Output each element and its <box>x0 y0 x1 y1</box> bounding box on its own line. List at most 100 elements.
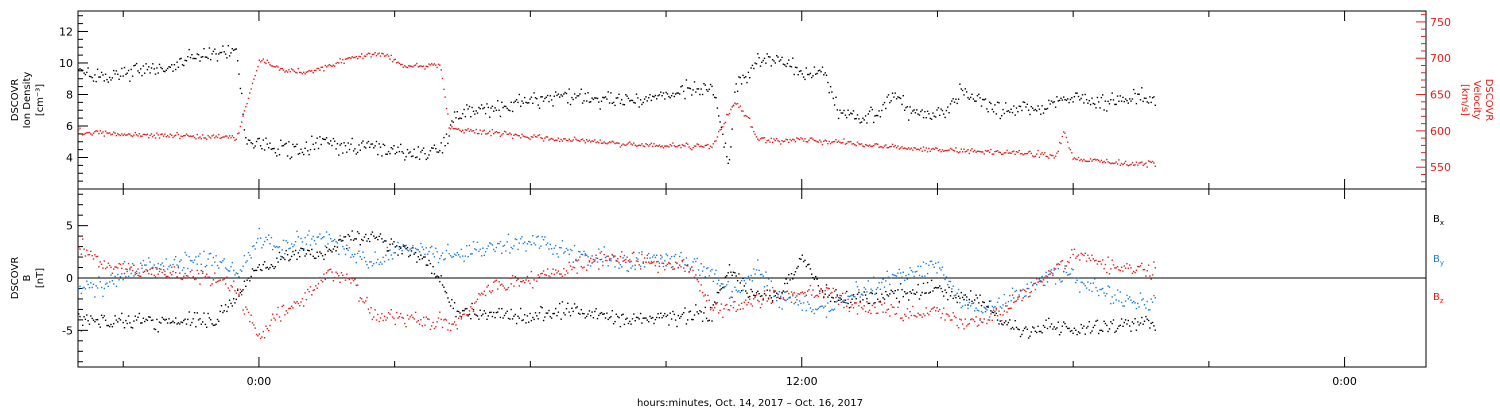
by-point <box>441 252 444 254</box>
by-point <box>910 269 913 272</box>
velocity-point <box>569 140 572 142</box>
by-point <box>135 270 138 272</box>
ion-density-point <box>604 96 607 98</box>
bz-point <box>987 319 989 321</box>
bx-point <box>520 307 522 310</box>
velocity-point <box>164 133 166 135</box>
velocity-point <box>1119 164 1121 166</box>
by-point <box>478 250 480 253</box>
by-point <box>185 254 188 256</box>
by-point <box>941 266 944 268</box>
velocity-point <box>1154 165 1156 167</box>
bz-point <box>528 280 530 282</box>
ion-density-point <box>750 67 752 69</box>
bx-point <box>321 255 324 257</box>
bx-point <box>172 320 174 322</box>
bz-point <box>510 283 512 285</box>
by-point <box>829 310 832 312</box>
bz-point <box>91 255 93 257</box>
ion-density-point <box>837 117 840 120</box>
by-point <box>782 296 785 299</box>
ion-density-point <box>511 110 514 113</box>
ion-density-point <box>328 143 330 145</box>
bz-point <box>929 310 931 312</box>
bx-point <box>115 319 118 321</box>
velocity-point <box>335 62 337 65</box>
bx-point <box>724 276 727 278</box>
velocity-point <box>948 149 950 151</box>
bz-point <box>1089 259 1092 261</box>
velocity-point <box>719 129 721 131</box>
by-point <box>121 273 123 275</box>
bz-point <box>280 320 282 322</box>
bz-point <box>484 294 487 297</box>
ion-density-point <box>648 97 650 99</box>
bx-point <box>674 319 677 321</box>
velocity-point <box>1100 159 1103 162</box>
velocity-point <box>743 115 745 117</box>
bz-point <box>859 301 861 304</box>
by-point <box>409 248 411 250</box>
velocity-point <box>852 143 855 145</box>
ion-density-point <box>709 83 712 86</box>
velocity-point <box>530 136 533 138</box>
bx-point <box>941 290 944 293</box>
bx-point <box>234 302 236 304</box>
bz-point <box>926 312 929 314</box>
ion-density-point <box>285 142 287 145</box>
bx-point <box>253 269 255 272</box>
by-point <box>827 302 829 304</box>
velocity-point <box>960 148 962 150</box>
by-point <box>455 254 457 256</box>
velocity-point <box>468 130 471 132</box>
by-point <box>315 243 317 245</box>
velocity-point <box>604 142 607 144</box>
velocity-point <box>397 61 399 63</box>
ion-density-point <box>1045 108 1047 110</box>
bz-point <box>1056 263 1058 266</box>
bz-point <box>137 268 139 270</box>
by-point <box>460 248 463 251</box>
bz-point <box>637 260 639 263</box>
velocity-point <box>789 138 791 141</box>
velocity-point <box>606 143 608 145</box>
velocity-point <box>863 145 865 148</box>
bx-point <box>542 319 545 322</box>
by-point <box>914 271 917 273</box>
velocity-point <box>319 69 321 71</box>
bx-point <box>722 286 724 289</box>
bz-point <box>290 305 293 307</box>
ion-density-point <box>1041 105 1043 107</box>
by-point <box>1009 294 1011 297</box>
bx-point <box>257 266 259 268</box>
bx-point <box>879 300 882 303</box>
bz-point <box>245 306 247 308</box>
velocity-point <box>371 53 374 56</box>
bz-point <box>1081 253 1084 256</box>
bx-point <box>1107 330 1109 333</box>
velocity-point <box>241 121 243 123</box>
bx-point <box>278 251 281 254</box>
bz-point <box>294 302 297 304</box>
bx-point <box>339 238 341 241</box>
bz-point <box>614 255 616 257</box>
velocity-point <box>711 146 713 149</box>
ion-density-point <box>312 143 314 145</box>
bz-point <box>168 276 170 279</box>
bz-point <box>401 316 403 319</box>
by-point <box>160 264 162 266</box>
velocity-point <box>420 65 422 67</box>
bx-point <box>518 317 520 319</box>
ion-density-point <box>1068 101 1070 104</box>
velocity-point <box>972 150 975 153</box>
by-point <box>949 280 952 283</box>
bz-point <box>526 275 529 278</box>
by-point <box>983 306 985 308</box>
velocity-point <box>987 150 989 152</box>
bz-point <box>1088 257 1090 259</box>
by-point <box>577 250 580 253</box>
bz-point <box>577 259 580 261</box>
bx-point <box>319 251 321 253</box>
velocity-point <box>959 151 961 153</box>
bx-point <box>757 290 759 292</box>
